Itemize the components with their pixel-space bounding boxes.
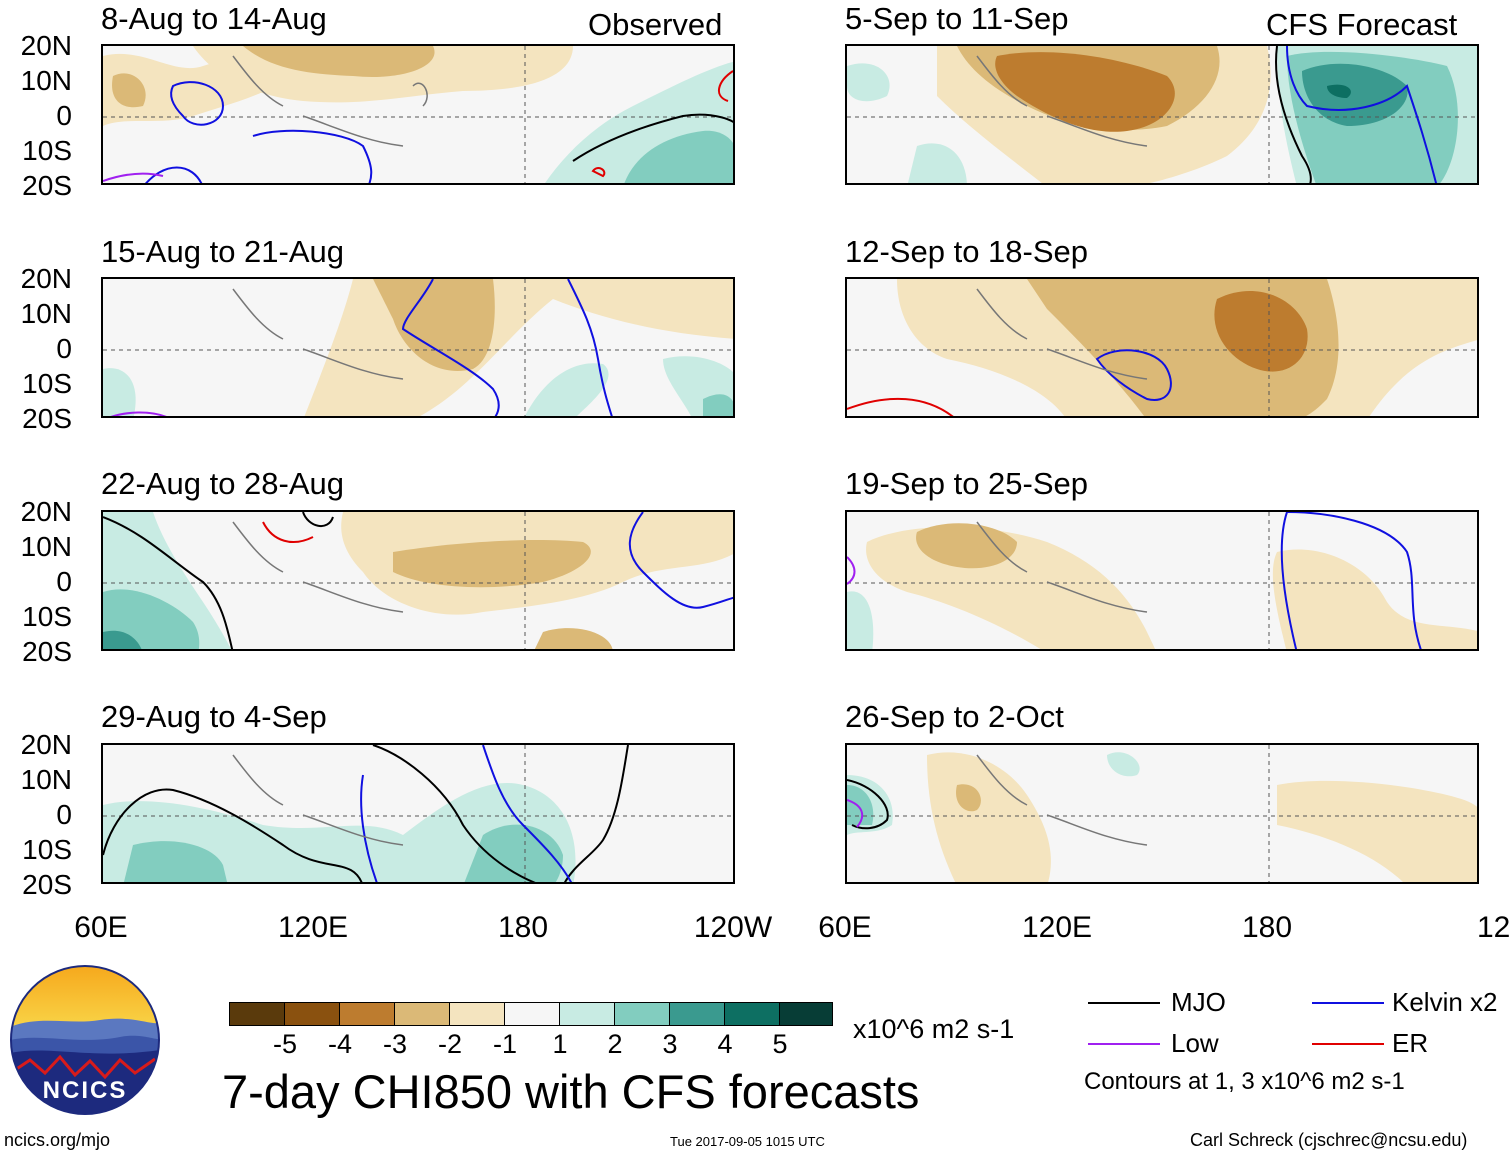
logo-text: NCICS	[42, 1077, 128, 1104]
legend-label-mjo: MJO	[1171, 987, 1226, 1017]
colorbar-swatch	[449, 1002, 505, 1026]
colorbar-swatch	[339, 1002, 395, 1026]
colorbar-swatch	[559, 1002, 615, 1026]
map-panel-observed-4	[101, 743, 735, 884]
footer-credit: Carl Schreck (cjschrec@ncsu.edu)	[1190, 1130, 1468, 1150]
legend-swatch-er	[1312, 1043, 1384, 1045]
panel-title: 8-Aug to 14-Aug	[101, 1, 327, 36]
map-panel-observed-1	[101, 44, 735, 185]
lon-label: 60E	[74, 911, 128, 944]
lat-label: 0	[56, 799, 72, 830]
colorbar-swatch	[724, 1002, 780, 1026]
lat-label: 10N	[20, 65, 72, 96]
cfs-forecast-label: CFS Forecast	[1266, 7, 1458, 42]
map-panel-forecast-4	[845, 743, 1479, 884]
lon-label: 60E	[818, 911, 872, 944]
lat-label: 20N	[20, 30, 72, 61]
footer-url[interactable]: ncics.org/mjo	[4, 1130, 111, 1150]
panel-title: 5-Sep to 11-Sep	[845, 1, 1069, 36]
map-panel-observed-2	[101, 277, 735, 418]
legend-swatch-mjo	[1088, 1002, 1160, 1004]
lon-label: 120W	[693, 911, 773, 944]
legend-note: Contours at 1, 3 x10^6 m2 s-1	[1084, 1068, 1405, 1095]
panel-title: 22-Aug to 28-Aug	[101, 466, 345, 501]
panel-title: 15-Aug to 21-Aug	[101, 234, 345, 269]
map-panel-forecast-3	[845, 510, 1479, 651]
lon-label: 120E	[277, 911, 349, 944]
colorbar-swatch	[504, 1002, 560, 1026]
colorbar-tick: -5	[272, 1029, 298, 1059]
panel-title: 19-Sep to 25-Sep	[845, 466, 1089, 501]
observed-label: Observed	[588, 7, 723, 42]
lat-label: 10N	[20, 531, 72, 562]
lat-label: 20N	[20, 263, 72, 294]
panel-title: 12-Sep to 18-Sep	[845, 234, 1089, 269]
lat-label: 20N	[20, 729, 72, 760]
lat-label: 20S	[22, 636, 72, 667]
colorbar-tick: 5	[772, 1029, 788, 1059]
colorbar-tick: -1	[492, 1029, 518, 1059]
colorbar-tick: 2	[607, 1029, 623, 1059]
panel-title: 29-Aug to 4-Sep	[101, 699, 327, 734]
legend-label-kelvin: Kelvin x2	[1392, 987, 1498, 1017]
lat-label: 10S	[22, 368, 72, 399]
colorbar-tick: 4	[717, 1029, 733, 1059]
lat-label: 10S	[22, 834, 72, 865]
lat-label: 10N	[20, 764, 72, 795]
lat-label: 20S	[22, 403, 72, 434]
map-panel-forecast-2	[845, 277, 1479, 418]
lon-label: 120E	[1021, 911, 1093, 944]
figure-title: 7-day CHI850 with CFS forecasts	[222, 1065, 920, 1118]
lon-label: 180	[1241, 911, 1293, 944]
lat-label: 0	[56, 100, 72, 131]
colorbar-swatch	[394, 1002, 450, 1026]
lat-label: 0	[56, 333, 72, 364]
colorbar-swatch	[284, 1002, 340, 1026]
colorbar-units: x10^6 m2 s-1	[853, 1014, 1015, 1044]
lat-label: 10N	[20, 298, 72, 329]
colorbar-swatch	[779, 1002, 833, 1026]
lat-label: 10S	[22, 135, 72, 166]
colorbar-swatch	[229, 1002, 285, 1026]
footer-timestamp: Tue 2017-09-05 1015 UTC	[670, 1134, 825, 1149]
colorbar-swatch	[669, 1002, 725, 1026]
ncics-logo: NCICS	[10, 965, 160, 1115]
legend-swatch-kelvin	[1312, 1002, 1384, 1004]
map-panel-forecast-1	[845, 44, 1479, 185]
legend-label-er: ER	[1392, 1028, 1429, 1058]
lat-label: 10S	[22, 601, 72, 632]
colorbar-swatch	[614, 1002, 670, 1026]
colorbar-tick: 1	[552, 1029, 568, 1059]
map-panel-observed-3	[101, 510, 735, 651]
lat-label: 20S	[22, 869, 72, 900]
legend-label-low: Low	[1171, 1028, 1219, 1058]
lat-label: 0	[56, 566, 72, 597]
lat-label: 20N	[20, 496, 72, 527]
ncics-logo-icon	[10, 965, 160, 1115]
lon-label: 180	[497, 911, 549, 944]
colorbar-tick: -2	[437, 1029, 463, 1059]
colorbar-tick: -4	[327, 1029, 353, 1059]
colorbar-tick: -3	[382, 1029, 408, 1059]
lon-label: 120W	[1477, 913, 1510, 943]
panel-title: 26-Sep to 2-Oct	[845, 699, 1064, 734]
lat-label: 20S	[22, 170, 72, 201]
legend-swatch-low	[1088, 1043, 1160, 1045]
colorbar-tick: 3	[662, 1029, 678, 1059]
